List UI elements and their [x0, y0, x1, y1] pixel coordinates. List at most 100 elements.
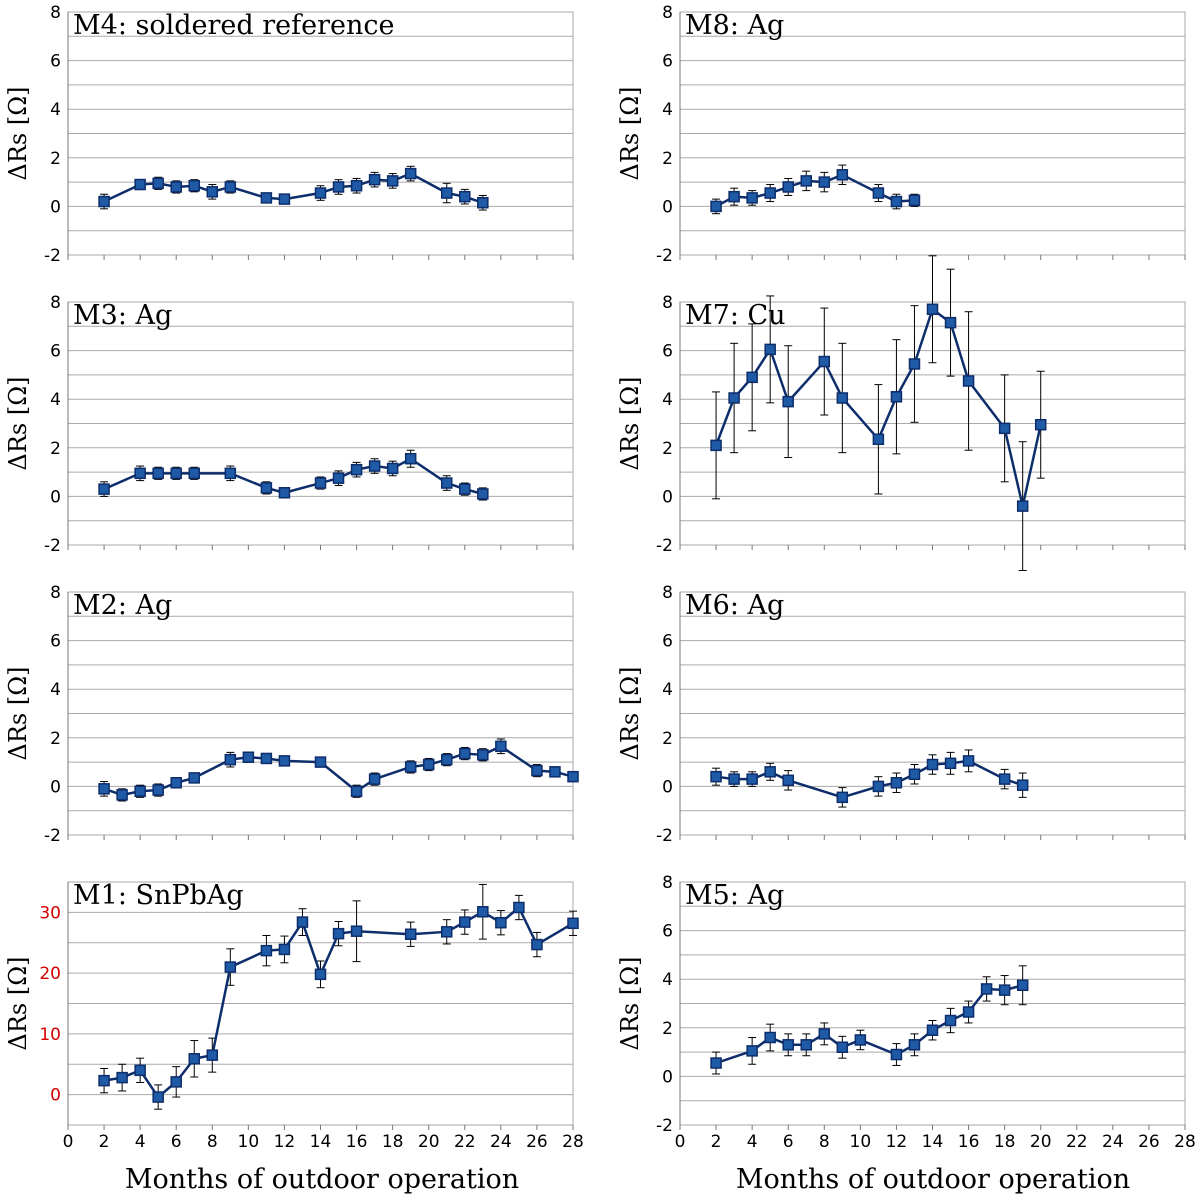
- data-point: [260, 944, 273, 957]
- data-point: [98, 195, 110, 208]
- y-tick-label: 0: [662, 777, 673, 797]
- data-point: [314, 968, 327, 981]
- data-point: [422, 758, 435, 771]
- y-axis-label: ΔRs [Ω]: [616, 667, 644, 761]
- data-point: [98, 783, 110, 795]
- series-line: [103, 906, 574, 1099]
- x-tick-label: 20: [1030, 1132, 1052, 1152]
- data-point: [441, 187, 453, 199]
- y-tick-label: 6: [50, 342, 61, 362]
- panel-title: M2: Ag: [73, 590, 172, 621]
- x-tick-label: 8: [207, 1132, 218, 1152]
- data-point: [314, 756, 327, 768]
- data-point: [188, 179, 200, 192]
- y-tick-label: 2: [50, 439, 61, 459]
- data-point: [495, 916, 507, 929]
- y-tick-label: 2: [662, 729, 673, 749]
- data-point: [782, 181, 794, 193]
- data-point: [836, 392, 849, 404]
- data-point: [746, 773, 758, 785]
- x-tick-label: 26: [526, 1132, 548, 1152]
- panel-title: M3: Ag: [73, 300, 172, 331]
- x-tick-label: 6: [783, 1132, 794, 1152]
- data-point: [710, 770, 722, 783]
- data-point: [459, 190, 471, 203]
- y-tick-label: 0: [662, 1067, 673, 1087]
- y-axis-label: ΔRs [Ω]: [616, 957, 644, 1051]
- data-point: [350, 785, 363, 798]
- data-point: [944, 1014, 957, 1027]
- y-tick-label: 2: [662, 439, 673, 459]
- x-tick-label: 18: [994, 1132, 1016, 1152]
- chart-panel-m6: -2 0 2 4 6 8 ΔRs [Ω] M6: Ag: [616, 583, 1186, 846]
- data-point: [513, 901, 525, 914]
- data-point: [1034, 418, 1047, 431]
- data-point: [926, 303, 939, 316]
- data-point: [278, 943, 291, 956]
- data-point: [332, 181, 345, 193]
- x-tick-label: 20: [418, 1132, 440, 1152]
- x-tick-label: 0: [675, 1132, 686, 1152]
- data-point: [962, 1006, 975, 1018]
- y-tick-label: 20: [39, 964, 61, 984]
- y-tick-label: 30: [39, 903, 61, 923]
- y-tick-label: -2: [44, 536, 61, 556]
- data-point: [998, 984, 1011, 996]
- y-tick-label: 4: [50, 390, 61, 410]
- x-tick-label: 6: [171, 1132, 182, 1152]
- data-point: [260, 192, 273, 204]
- x-tick-label: 10: [850, 1132, 872, 1152]
- data-point: [962, 375, 975, 387]
- data-point: [746, 1045, 758, 1057]
- y-tick-label: 0: [50, 487, 61, 507]
- data-point: [764, 187, 776, 199]
- y-axis-label: ΔRs [Ω]: [4, 957, 32, 1051]
- data-point: [332, 472, 345, 484]
- data-point: [98, 483, 110, 495]
- y-tick-label: 0: [50, 197, 61, 217]
- x-tick-label: 24: [490, 1132, 512, 1152]
- data-point: [890, 391, 903, 403]
- series-line: [715, 759, 1024, 799]
- data-point: [818, 176, 831, 188]
- y-tick-label: 6: [662, 632, 673, 652]
- data-point: [1016, 500, 1029, 512]
- data-point: [386, 462, 399, 475]
- data-point: [296, 916, 309, 928]
- data-point: [98, 1074, 110, 1087]
- data-point: [800, 1039, 812, 1051]
- data-point: [782, 395, 794, 408]
- data-point: [567, 770, 579, 783]
- panel-title: M5: Ag: [685, 880, 784, 911]
- data-point: [908, 358, 921, 370]
- y-tick-label: -2: [656, 1116, 673, 1136]
- data-point: [332, 927, 345, 940]
- data-point: [908, 768, 921, 780]
- data-point: [206, 186, 219, 198]
- data-point: [152, 177, 164, 190]
- x-tick-label: 16: [958, 1132, 980, 1152]
- panel-title: M6: Ag: [685, 590, 784, 621]
- y-axis-label: ΔRs [Ω]: [4, 377, 32, 471]
- x-tick-label: 24: [1102, 1132, 1124, 1152]
- y-tick-label: -2: [44, 826, 61, 846]
- data-point: [441, 926, 453, 938]
- data-point: [170, 181, 182, 193]
- data-point: [926, 758, 939, 771]
- data-point: [278, 193, 291, 205]
- y-tick-label: 2: [662, 149, 673, 169]
- x-tick-label: 8: [819, 1132, 830, 1152]
- x-tick-label: 14: [310, 1132, 332, 1152]
- y-tick-label: -2: [656, 246, 673, 266]
- data-point: [944, 757, 957, 770]
- y-tick-label: 0: [50, 777, 61, 797]
- data-point: [836, 169, 849, 181]
- data-point: [872, 780, 885, 793]
- data-point: [459, 483, 471, 495]
- data-point: [368, 773, 381, 785]
- y-tick-label: -2: [44, 246, 61, 266]
- y-tick-label: 0: [662, 197, 673, 217]
- data-point: [441, 753, 453, 766]
- y-tick-label: -2: [656, 826, 673, 846]
